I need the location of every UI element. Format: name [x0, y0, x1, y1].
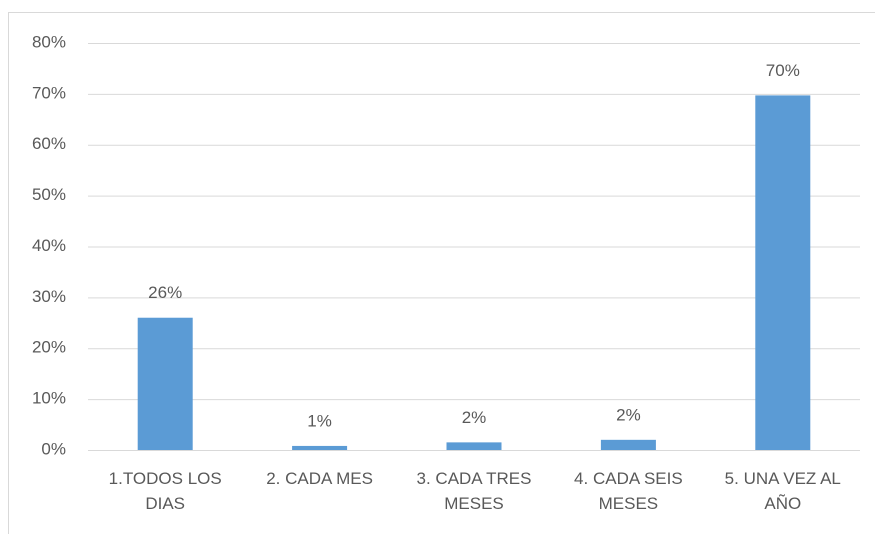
x-tick-label: 4. CADA SEIS MESES [574, 469, 683, 513]
chart-frame [8, 12, 875, 534]
y-tick-label: 60% [32, 134, 66, 153]
value-label: 26% [148, 283, 182, 302]
bar [755, 95, 811, 451]
value-label: 2% [616, 405, 641, 424]
bar [600, 439, 656, 450]
x-tick-label: 5. UNA VEZ AL AÑO [724, 469, 841, 513]
y-tick-label: 80% [32, 32, 66, 51]
y-tick-label: 10% [32, 389, 66, 408]
y-tick-label: 50% [32, 185, 66, 204]
x-tick-label: 3. CADA TRES MESES [416, 469, 532, 513]
y-tick-label: 30% [32, 287, 66, 306]
x-tick-label: 1.TODOS LOS DIAS [108, 469, 222, 513]
bar [137, 317, 193, 450]
x-tick-label: 2. CADA MES [266, 469, 373, 488]
bar [446, 442, 502, 450]
value-label: 1% [307, 411, 332, 430]
y-tick-label: 20% [32, 338, 66, 357]
value-label: 70% [766, 61, 800, 80]
bar [292, 445, 348, 450]
y-tick-label: 0% [41, 439, 66, 458]
y-tick-label: 70% [32, 83, 66, 102]
y-tick-label: 40% [32, 236, 66, 255]
value-label: 2% [462, 408, 487, 427]
